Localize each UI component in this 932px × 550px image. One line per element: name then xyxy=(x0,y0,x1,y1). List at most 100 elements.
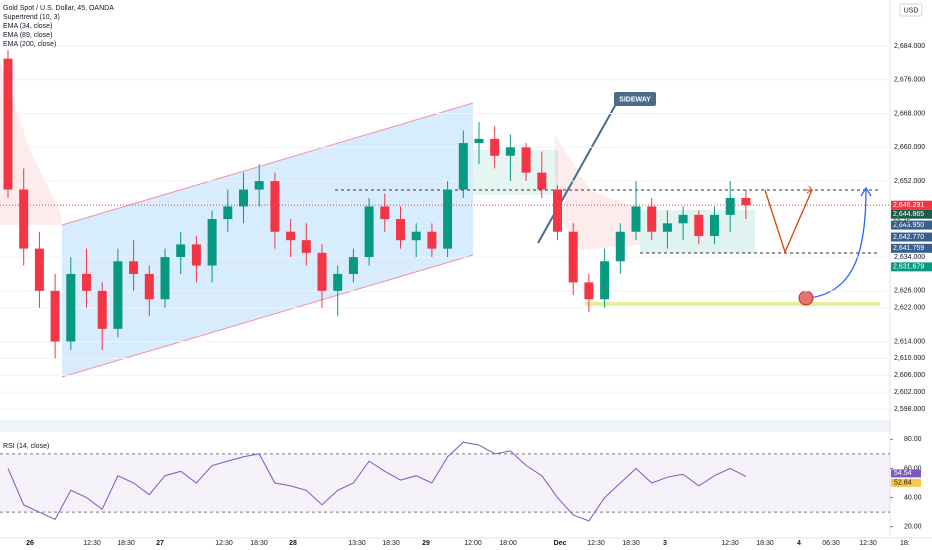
candle-body xyxy=(584,282,594,300)
channel-top xyxy=(61,102,474,226)
x-tick-label: 18:00 xyxy=(499,540,517,547)
zone xyxy=(555,135,640,250)
x-tick-label: 12:30 xyxy=(721,540,739,547)
rsi-tag xyxy=(891,478,921,487)
indicator: Supertrend (10, 3) xyxy=(3,14,60,21)
arrow-head xyxy=(860,186,872,197)
price-tag-label: 2,646.291 xyxy=(893,202,924,209)
channel-bottom xyxy=(61,254,474,378)
x-tick-label: 18:30 xyxy=(117,540,135,547)
price-tag xyxy=(891,220,932,230)
price-tag-label: 2,643.950 xyxy=(893,222,924,229)
currency-box xyxy=(899,3,923,17)
y-tick-label: 2,634.000 xyxy=(894,254,925,261)
indicator: EMA (34, close) xyxy=(3,23,52,30)
candle-body xyxy=(82,273,91,291)
candle-body xyxy=(427,231,437,249)
x-tick-label: 12:30 xyxy=(215,540,233,547)
y-tick-label: 2,676.000 xyxy=(894,77,925,84)
x-tick-label: 18: xyxy=(900,540,910,547)
y-tick-label: 2,652.000 xyxy=(894,178,925,185)
candle-body xyxy=(694,214,704,236)
indicator: EMA (200, close) xyxy=(3,41,56,48)
x-tick-label: 18:30 xyxy=(622,540,640,547)
y-tick-label: 2,626.000 xyxy=(894,288,925,295)
candle-body xyxy=(411,231,421,241)
candle-body xyxy=(553,189,562,232)
candle-body xyxy=(725,197,735,215)
rsi-line xyxy=(7,441,747,522)
price-tag-label: 2,644.865 xyxy=(893,211,924,218)
y-tick-label: 2,606.000 xyxy=(894,372,925,379)
candle-body xyxy=(286,231,296,241)
candle-body xyxy=(97,290,107,329)
candle-body xyxy=(144,273,154,300)
curve-arrow xyxy=(809,189,867,299)
x-tick-label: 12:30 xyxy=(859,540,877,547)
rsi-tick-label: 80.00 xyxy=(904,436,922,443)
candle-body xyxy=(474,138,484,144)
support-line xyxy=(585,302,880,306)
candle-body xyxy=(458,143,468,190)
candle-body xyxy=(239,189,248,207)
x-tick-label: 18:30 xyxy=(250,540,268,547)
candle-body xyxy=(176,244,186,258)
y-tick-label: 2,660.000 xyxy=(894,144,925,151)
candle-body xyxy=(254,181,264,190)
callout-box xyxy=(614,92,656,106)
rsi-title: RSI (14, close) xyxy=(3,443,49,450)
x-tick-label: 18:30 xyxy=(756,540,774,547)
callout-line xyxy=(537,103,617,244)
candle-body xyxy=(207,219,217,266)
candle-body xyxy=(301,240,311,253)
candle-body xyxy=(191,244,201,266)
indicator: EMA (89, close) xyxy=(3,32,52,39)
candle-body xyxy=(380,206,390,220)
x-tick-label: 4 xyxy=(797,540,801,547)
candle-body xyxy=(333,273,343,291)
y-tick-label: 2,602.000 xyxy=(894,389,925,396)
chart-title: Gold Spot / U.S. Dollar, 45, OANDA xyxy=(3,5,114,12)
candle-body xyxy=(568,231,578,283)
candle-body xyxy=(615,231,625,262)
price-tag xyxy=(891,232,932,242)
candle-body xyxy=(678,214,688,224)
countdown: 23:45 xyxy=(893,219,911,226)
candle-body xyxy=(129,261,139,274)
x-tick-label: 29 xyxy=(422,540,430,547)
x-tick-label: 28 xyxy=(289,540,297,547)
candle-body xyxy=(710,214,719,236)
zone xyxy=(0,60,62,225)
y-tick-label: 2,622.000 xyxy=(894,305,925,312)
price-tag xyxy=(891,262,932,272)
rsi-tag-label: 54.54 xyxy=(894,470,912,477)
candle-body xyxy=(364,206,374,258)
candle-body xyxy=(631,206,641,232)
currency: USD xyxy=(904,7,919,14)
candle-body xyxy=(270,181,280,232)
pane-separator xyxy=(0,420,890,432)
x-tick-label: 13:30 xyxy=(348,540,366,547)
candle-body xyxy=(19,189,29,249)
y-tick-label: 2,610.000 xyxy=(894,355,925,362)
candle-body xyxy=(521,147,531,173)
x-tick-label: 12:30 xyxy=(83,540,101,547)
x-tick-label: Dec xyxy=(554,540,567,547)
x-tick-label: 12:00 xyxy=(464,540,482,547)
price-tag xyxy=(891,209,932,219)
candle-body xyxy=(223,206,233,220)
x-tick-label: 27 xyxy=(156,540,164,547)
price-tag xyxy=(891,200,932,210)
x-tick-label: 06:30 xyxy=(822,540,840,547)
callout-text: SIDEWAY xyxy=(619,96,651,103)
candle-body xyxy=(3,58,13,190)
candle-body xyxy=(396,219,405,241)
price-tag xyxy=(891,243,932,253)
price-tag-label: 2,641.759 xyxy=(893,245,924,252)
candle-body xyxy=(505,147,515,156)
y-tick-label: 2,684.000 xyxy=(894,43,925,50)
y-tick-label: 2,598.000 xyxy=(894,406,925,413)
candle-body xyxy=(50,290,60,342)
